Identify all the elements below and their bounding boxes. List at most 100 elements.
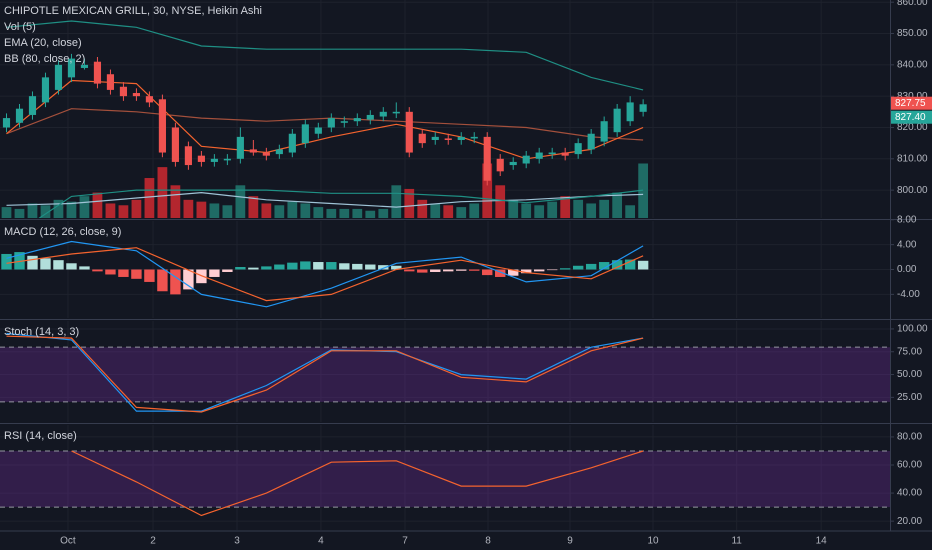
candle-body: [522, 155, 530, 164]
histogram-bar: [131, 269, 142, 279]
candle-body: [145, 96, 153, 103]
histogram-bar: [300, 261, 311, 270]
volume-bar: [625, 205, 636, 218]
candle-body: [28, 96, 37, 115]
candle-body: [509, 161, 517, 166]
histogram-bar: [482, 269, 493, 276]
histogram-bar: [624, 259, 636, 270]
histogram-bar: [118, 269, 129, 277]
volume-bar: [560, 196, 571, 218]
histogram-bar: [365, 264, 376, 270]
pane: [0, 240, 890, 308]
candle-body: [314, 127, 322, 134]
candle-body: [275, 149, 283, 155]
y-tick-label: 820.00: [897, 122, 928, 133]
histogram-bar: [196, 269, 207, 284]
y-tick-label: 830.00: [897, 91, 928, 102]
candle-body: [379, 111, 387, 117]
volume-ma: [6, 191, 644, 208]
band-fill: [0, 450, 890, 508]
candle-body: [548, 152, 556, 155]
histogram-bar: [209, 269, 220, 277]
band-fill: [0, 347, 890, 402]
y-tick-label: 75.00: [897, 346, 922, 357]
histogram-bar: [378, 265, 389, 270]
candle-body: [470, 136, 478, 139]
histogram-bar: [313, 262, 324, 270]
stoch-k: [6, 332, 644, 412]
candle-body: [639, 104, 647, 112]
histogram-bar: [105, 269, 116, 275]
volume-bar: [131, 199, 142, 218]
x-tick-label: 8: [485, 536, 491, 547]
histogram-bar: [339, 263, 350, 270]
histogram-bar: [546, 269, 558, 271]
y-tick-label: 810.00: [897, 153, 928, 164]
candle-body: [418, 133, 426, 144]
histogram-bar: [521, 269, 532, 274]
histogram-bar: [598, 262, 610, 270]
histogram-bar: [287, 262, 298, 270]
y-tick-label: 50.00: [897, 369, 922, 380]
volume-bar: [14, 208, 25, 218]
x-tick-label: 14: [816, 536, 828, 547]
volume-bar: [222, 205, 233, 218]
price-label-box: [891, 96, 932, 110]
volume-bar: [261, 203, 272, 218]
histogram-bar: [248, 267, 259, 270]
volume-bar: [40, 205, 51, 218]
histogram-bar: [559, 268, 571, 270]
pane: [0, 436, 890, 522]
candle-body: [132, 93, 140, 97]
y-tick-label: 100.00: [897, 324, 928, 335]
histogram-bar: [144, 269, 155, 282]
legend-entry: EMA (20, close): [4, 37, 82, 49]
histogram-bar: [430, 269, 441, 272]
candle-body: [496, 158, 504, 172]
candle-body: [67, 58, 76, 78]
histogram-bar: [391, 265, 402, 270]
histogram-bar: [14, 252, 25, 270]
histogram-bar: [443, 269, 454, 272]
stoch-d: [6, 335, 644, 413]
y-tick-label: 25.00: [897, 392, 922, 403]
volume-bar: [456, 207, 467, 218]
legend-volume: Vol (5): [4, 21, 36, 33]
histogram-bar: [611, 260, 623, 270]
pane: [0, 1, 890, 218]
volume-bar: [274, 205, 285, 218]
y-tick-label: 40.00: [897, 488, 922, 499]
volume-bar: [391, 185, 402, 218]
candle-body: [197, 155, 205, 162]
pane: [0, 328, 890, 413]
histogram-bar: [495, 269, 506, 277]
histogram-bar: [27, 255, 38, 270]
candle-body: [574, 143, 582, 155]
x-tick-label: 11: [731, 536, 742, 547]
volume-bar: [521, 203, 532, 218]
bb-lower: [38, 189, 644, 218]
candle-body: [210, 158, 218, 162]
histogram-bar: [456, 269, 467, 271]
candle-body: [457, 136, 465, 141]
y-tick-label: 60.00: [897, 460, 922, 471]
histogram-bar: [572, 265, 584, 270]
volume-bar: [469, 203, 480, 218]
volume-bar: [157, 167, 168, 218]
volume-bar: [352, 208, 363, 218]
histogram-bar: [40, 258, 51, 270]
candle-body: [301, 124, 309, 144]
legend-title: Stoch (14, 3, 3): [4, 326, 79, 338]
candle-body: [54, 64, 63, 90]
bb-upper: [6, 20, 644, 91]
legend-title: RSI (14, close): [4, 430, 77, 442]
volume-bar: [144, 178, 155, 218]
x-tick-label: 2: [150, 536, 156, 547]
macd-line: [6, 240, 644, 308]
volume-bar: [638, 163, 649, 218]
legend-title: MACD (12, 26, close, 9): [4, 226, 121, 238]
candle-body: [80, 64, 89, 68]
candle-body: [236, 136, 244, 159]
candle-body: [41, 77, 50, 103]
